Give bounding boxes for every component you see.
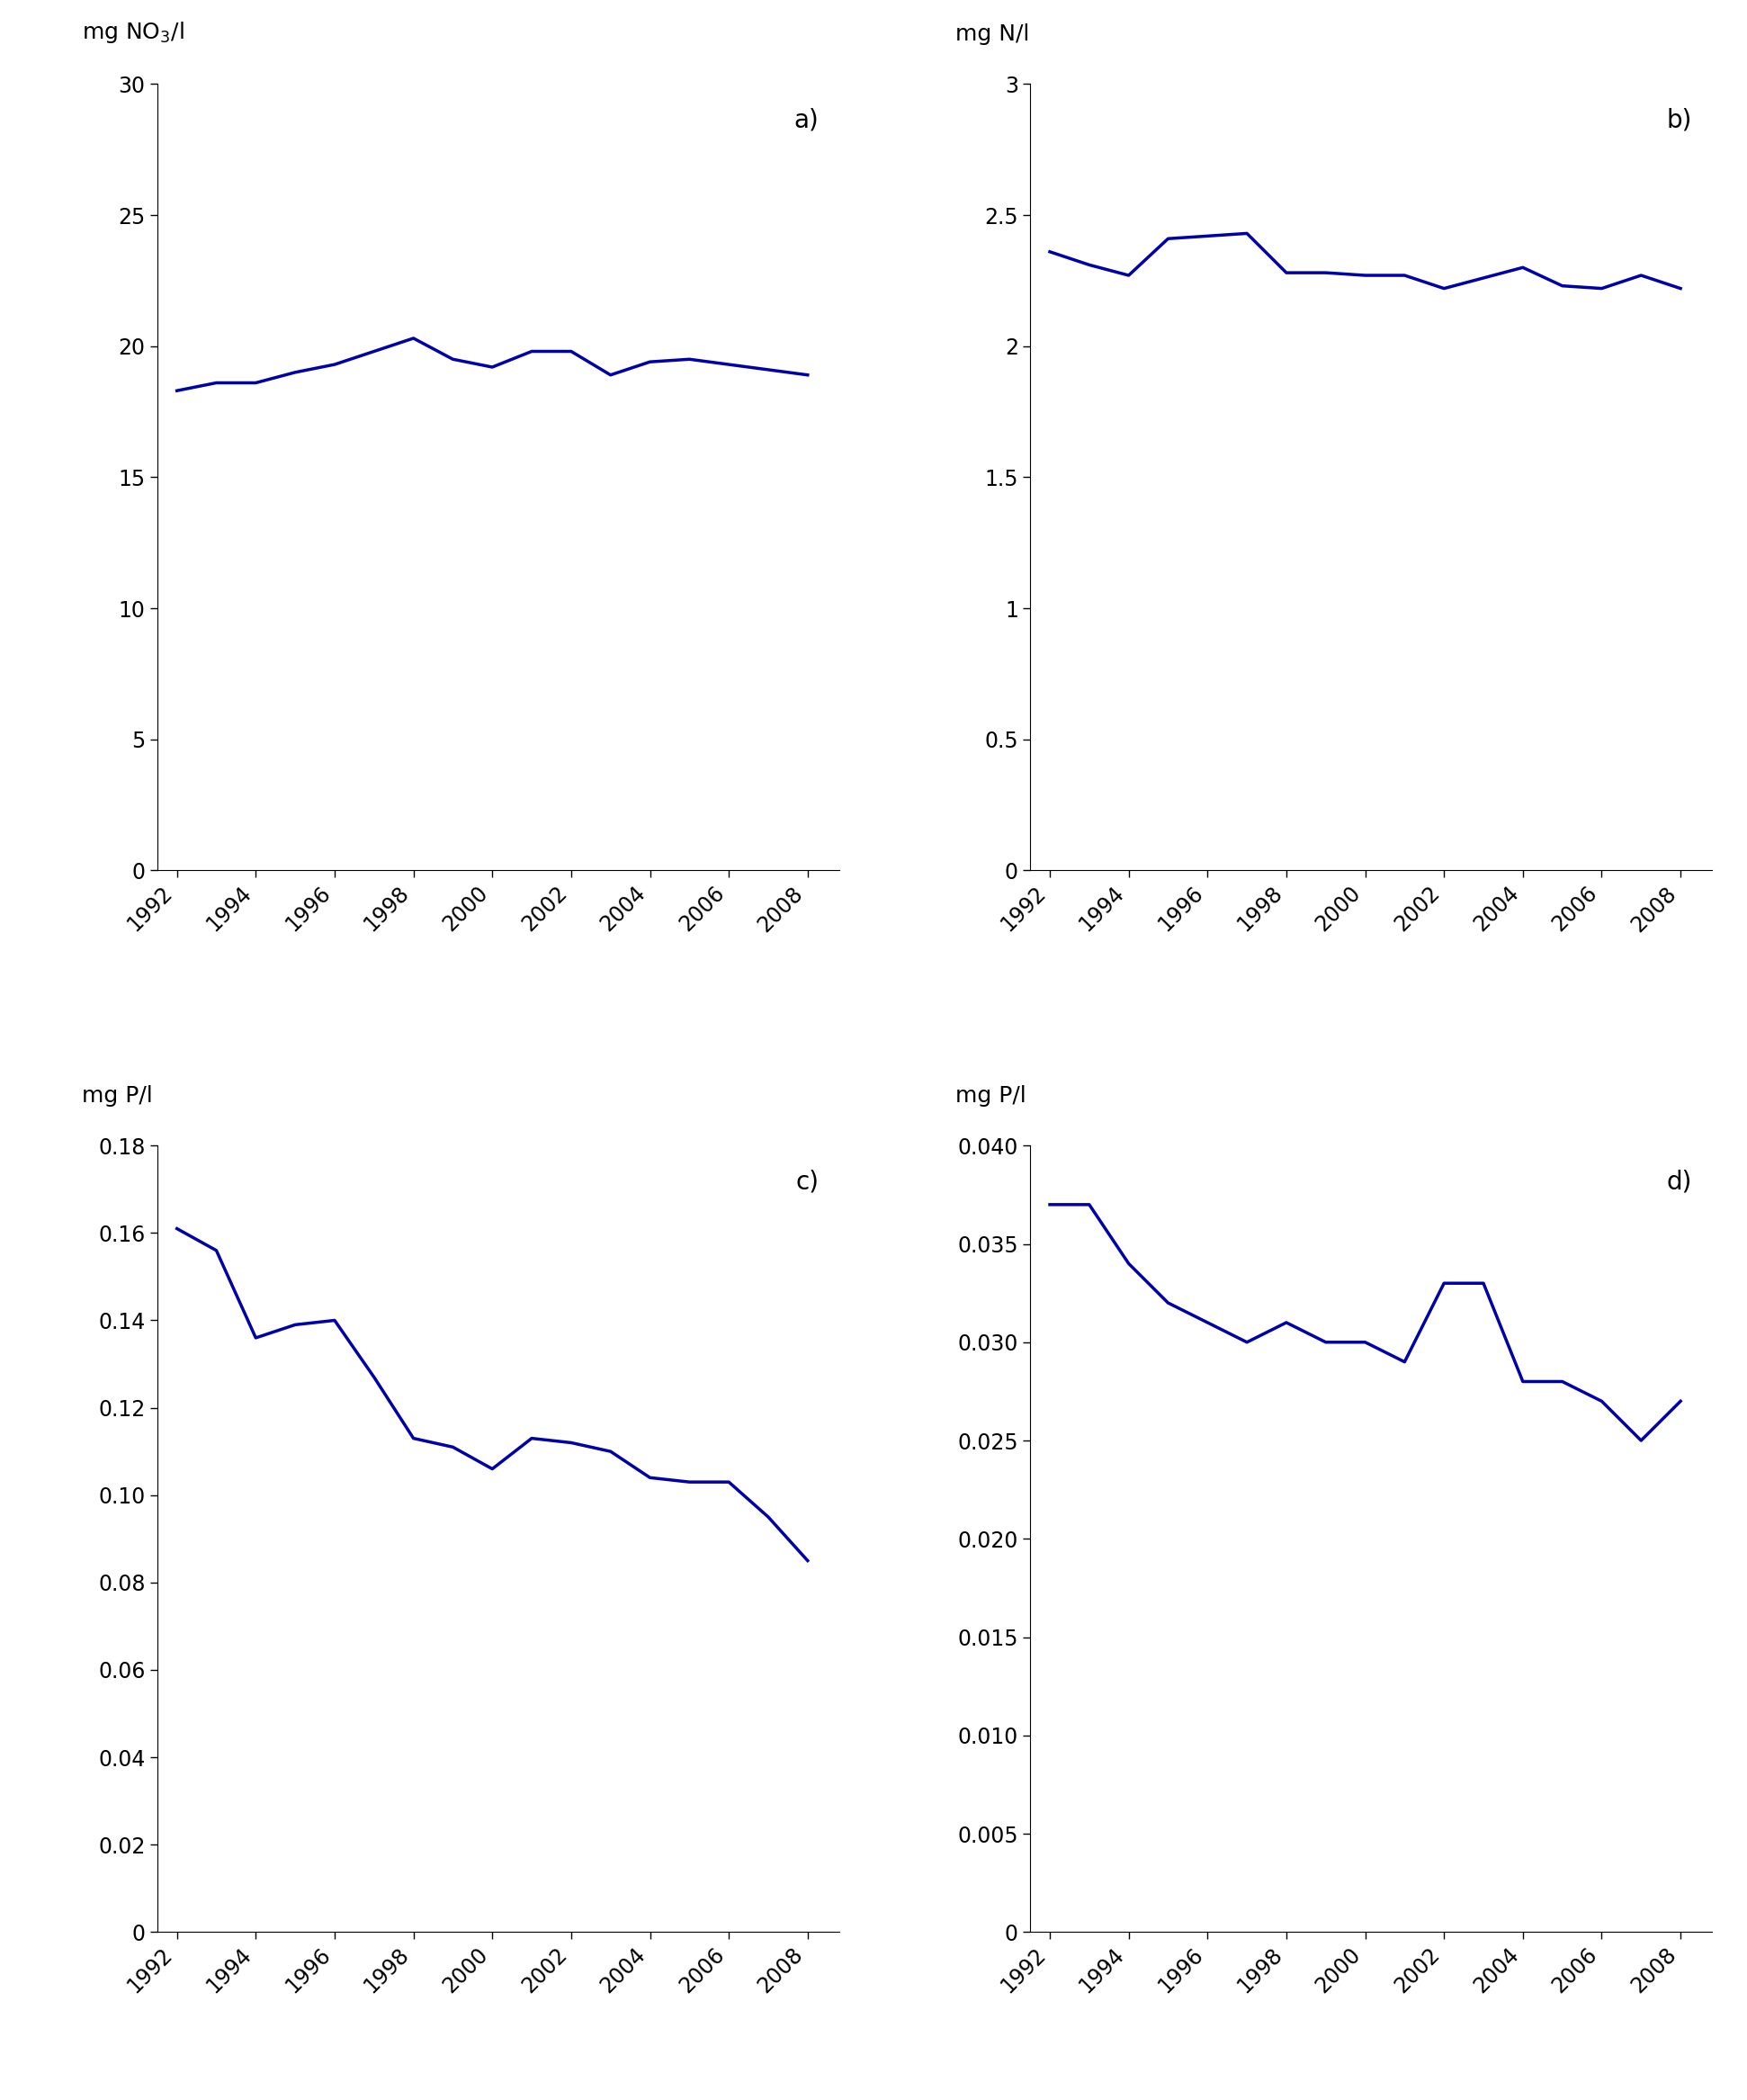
Text: mg P/l: mg P/l — [956, 1086, 1025, 1107]
Text: c): c) — [795, 1170, 819, 1195]
Text: b): b) — [1667, 107, 1691, 132]
Text: mg P/l: mg P/l — [82, 1086, 154, 1107]
Text: mg NO$_3$/l: mg NO$_3$/l — [82, 19, 185, 44]
Text: d): d) — [1667, 1170, 1691, 1195]
Text: a): a) — [793, 107, 819, 132]
Text: mg N/l: mg N/l — [956, 23, 1029, 44]
